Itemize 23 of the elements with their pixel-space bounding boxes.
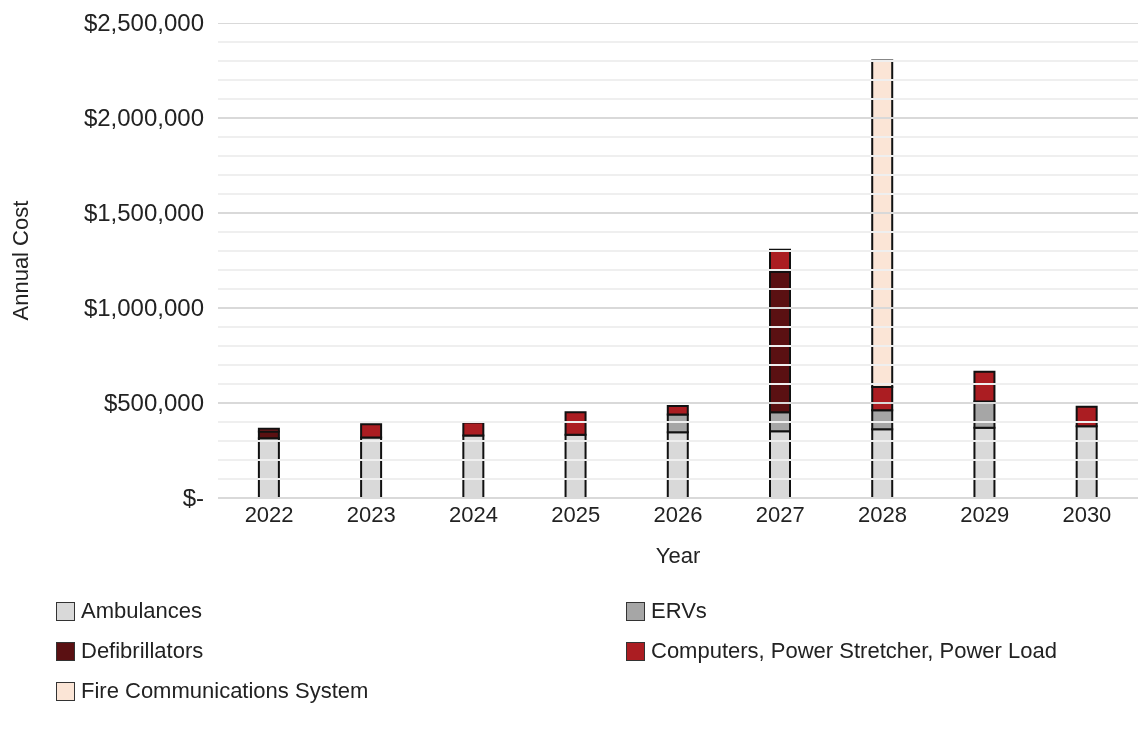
y-tick-label: $500,000 (103, 389, 204, 416)
x-tick-label: 2028 (857, 501, 907, 527)
x-tick-label: 2025 (551, 501, 601, 527)
bar (973, 370, 996, 403)
x-tick-label: 2022 (244, 501, 294, 527)
y-tick-label: $- (182, 484, 204, 511)
x-tick-label: 2026 (653, 501, 703, 527)
y-tick-label: $2,500,000 (83, 9, 204, 36)
y-tick-label: $1,000,000 (83, 294, 204, 321)
legend-label: Fire Communications System (81, 678, 369, 704)
y-axis-title: Annual Cost (7, 200, 33, 321)
x-tick-label: 2029 (960, 501, 1010, 527)
legend-label: Computers, Power Stretcher, Power Load (651, 638, 1057, 664)
legend-label: Defibrillators (81, 638, 204, 664)
x-axis-title: Year (655, 543, 701, 568)
legend-label: ERVs (651, 598, 707, 624)
x-tick-label: 2027 (755, 501, 805, 527)
x-tick-label: 2030 (1062, 501, 1112, 527)
y-tick-label: $1,500,000 (83, 199, 204, 226)
x-tick-label: 2024 (449, 501, 499, 527)
y-tick-label: $2,000,000 (83, 104, 204, 131)
x-tick-label: 2023 (346, 501, 396, 527)
legend-label: Ambulances (81, 598, 203, 624)
